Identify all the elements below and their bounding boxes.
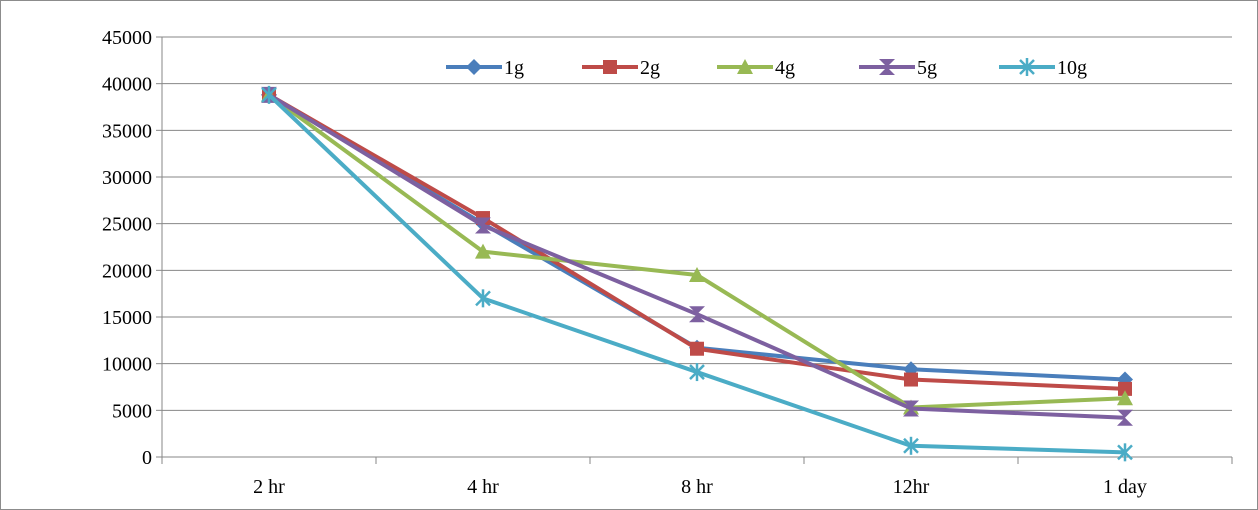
y-tick-label: 35000 [102,120,152,142]
legend: 1g 2g 4g 5g 10g [446,57,1087,79]
y-tick-label: 40000 [102,74,152,96]
y-tick-label: 5000 [112,400,152,422]
data-point-5g [689,306,705,323]
data-point-4g [689,267,705,282]
legend-label: 2g [640,57,660,79]
x-tick-label: 1 day [1103,476,1147,498]
data-point-10g [1117,443,1133,462]
series-10g [261,85,1133,462]
y-tick-label: 0 [142,447,152,469]
y-tick-label: 10000 [102,354,152,376]
data-point-10g [689,363,705,382]
data-point-2g [690,341,704,356]
legend-label: 5g [917,57,937,79]
data-point-10g [261,85,277,104]
data-point-10g [903,436,919,455]
x-tick-label: 8 hr [681,476,713,498]
data-point-5g [903,400,919,417]
series-2g [262,87,1132,396]
axes [156,36,1233,464]
x-axis-tick-labels: 2 hr 4 hr 8 hr 12hr 1 day [253,476,1147,498]
data-point-4g [1117,390,1133,406]
y-axis-tick-labels: 0 5000 10000 15000 20000 25000 30000 35000 40000… [102,27,152,469]
data-point-2g [904,372,918,387]
legend-marker [466,59,482,75]
legend-item-10g: 10g [999,57,1087,79]
series-line-1g [267,93,1126,382]
data-point-5g [475,217,491,234]
y-tick-label: 15000 [102,307,152,329]
legend-item-5g: 5g [859,57,937,79]
legend-marker [879,59,895,75]
legend-item-4g: 4g [717,57,795,79]
legend-item-2g: 2g [582,57,660,79]
grid-lines [162,36,1232,411]
legend-label: 1g [504,57,524,79]
y-tick-label: 30000 [102,167,152,189]
series-line-4g [267,93,1126,410]
x-tick-label: 12hr [893,476,930,498]
y-tick-label: 20000 [102,260,152,282]
series-lines [261,85,1133,462]
data-point-4g [475,243,491,259]
legend-marker [1019,58,1035,76]
data-point-10g [475,289,491,308]
data-point-2g [1118,381,1132,396]
legend-item-1g: 1g [446,57,524,79]
legend-marker [603,60,617,74]
legend-label: 4g [775,57,795,79]
x-tick-label: 4 hr [467,476,499,498]
y-tick-label: 45000 [102,27,152,49]
series-5g [261,86,1133,426]
data-point-5g [1117,409,1133,426]
legend-label: 10g [1057,57,1087,79]
x-tick-label: 2 hr [253,476,285,498]
legend-marker [737,59,753,74]
y-tick-label: 25000 [102,214,152,236]
